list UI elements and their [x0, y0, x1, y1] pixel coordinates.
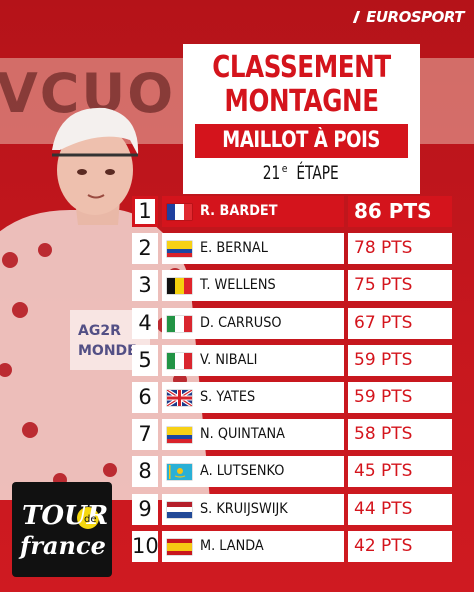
- italy-flag: [167, 315, 192, 332]
- svg-text:AG2R: AG2R: [78, 323, 121, 339]
- rider-name: D. CARRUSO: [200, 314, 282, 331]
- rider-cell: A. LUTSENKO: [162, 456, 344, 488]
- rank-number: 2: [132, 233, 158, 265]
- rider-cell: D. CARRUSO: [162, 307, 344, 339]
- rank-number: 5: [132, 344, 158, 376]
- rank-number: 8: [132, 456, 158, 488]
- jersey-subtitle: MAILLOT À POIS: [195, 124, 408, 158]
- title-card: CLASSEMENT MONTAGNE MAILLOT À POIS 21 e É…: [183, 44, 420, 194]
- rider-cell: V. NIBALI: [162, 344, 344, 376]
- rank-number: 6: [132, 382, 158, 413]
- standings-row: 8 A. LUTSENKO 45 PTS: [132, 456, 452, 488]
- kazakhstan-flag: [167, 464, 192, 481]
- spain-flag: [167, 538, 192, 555]
- points-value: 42 PTS: [348, 530, 452, 562]
- standings-row: 1 R. BARDET 86 PTS: [132, 196, 452, 227]
- rank-number: 1: [132, 196, 158, 227]
- rider-name: M. LANDA: [200, 537, 264, 554]
- uk-flag: [167, 390, 192, 406]
- points-value: 67 PTS: [348, 307, 452, 339]
- tour-logo-word-de: de: [84, 514, 97, 525]
- title-line-2: MONTAGNE: [224, 84, 379, 119]
- points-value: 59 PTS: [348, 382, 452, 413]
- rider-name: A. LUTSENKO: [200, 463, 285, 480]
- rider-name: V. NIBALI: [200, 351, 258, 368]
- title-line-1: CLASSEMENT: [212, 50, 391, 85]
- tour-logo-word-france: france: [18, 531, 106, 560]
- tour-logo-word-tour: TOUR: [22, 501, 108, 531]
- svg-text:MONDE: MONDE: [78, 343, 137, 359]
- rider-name: R. BARDET: [200, 203, 278, 219]
- rider-cell: S. YATES: [162, 382, 344, 413]
- standings-row: 9 S. KRUIJSWIJK 44 PTS: [132, 493, 452, 525]
- rider-name: E. BERNAL: [200, 240, 268, 257]
- points-value: 86 PTS: [348, 196, 452, 227]
- rider-cell: S. KRUIJSWIJK: [162, 493, 344, 525]
- rider-cell: E. BERNAL: [162, 233, 344, 265]
- rider-cell: T. WELLENS: [162, 270, 344, 302]
- rider-name: S. YATES: [200, 389, 256, 405]
- standings-row: 3 T. WELLENS 75 PTS: [132, 270, 452, 302]
- standings-row: 4 D. CARRUSO 67 PTS: [132, 307, 452, 339]
- standings-row: 7 N. QUINTANA 58 PTS: [132, 419, 452, 451]
- colombia-flag: [167, 427, 192, 444]
- standings-row: 10 M. LANDA 42 PTS: [132, 530, 452, 562]
- rank-number: 7: [132, 419, 158, 451]
- stage-label: 21 e ÉTAPE: [262, 162, 339, 185]
- belgium-flag: [167, 278, 192, 295]
- standings-row: 2 E. BERNAL 78 PTS: [132, 233, 452, 265]
- rider-name: T. WELLENS: [200, 277, 276, 294]
- rider-cell: R. BARDET: [162, 196, 344, 227]
- rank-number: 3: [132, 270, 158, 302]
- rider-cell: M. LANDA: [162, 530, 344, 562]
- tour-de-france-logo-graphic: TOUR de france: [18, 501, 108, 560]
- points-value: 59 PTS: [348, 344, 452, 376]
- rank-number: 4: [132, 307, 158, 339]
- france-flag: [167, 204, 192, 220]
- standings-row: 5 V. NIBALI 59 PTS: [132, 344, 452, 376]
- points-value: 58 PTS: [348, 419, 452, 451]
- italy-flag: [167, 352, 192, 369]
- rider-name: N. QUINTANA: [200, 426, 285, 443]
- netherlands-flag: [167, 501, 192, 518]
- colombia-flag: [167, 241, 192, 258]
- rank-number: 10: [132, 530, 159, 562]
- rider-name: S. KRUIJSWIJK: [200, 500, 288, 517]
- eurosport-logo: EUROSPORT: [352, 8, 464, 26]
- points-value: 75 PTS: [348, 270, 452, 302]
- rider-cell: N. QUINTANA: [162, 419, 344, 451]
- standings-row: 6 S. YATES 59 PTS: [132, 382, 452, 413]
- points-value: 78 PTS: [348, 233, 452, 265]
- tour-de-france-logo: TOUR de france: [12, 482, 112, 577]
- points-value: 44 PTS: [348, 493, 452, 525]
- rank-number: 9: [132, 493, 158, 525]
- points-value: 45 PTS: [348, 456, 452, 488]
